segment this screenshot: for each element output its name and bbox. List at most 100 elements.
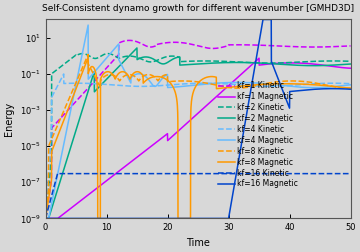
kf=2 Kinetic <box>59 65 63 68</box>
kf=16 Kinetic <box>284 172 288 175</box>
kf=1 Magnetic <box>257 57 261 60</box>
kf=1 Kinetic <box>127 39 132 42</box>
Line: kf=16 Magnetic: kf=16 Magnetic <box>46 19 351 218</box>
kf=1 Kinetic <box>340 45 344 48</box>
kf=2 Kinetic <box>284 61 288 64</box>
X-axis label: Time: Time <box>186 238 210 248</box>
kf=1 Kinetic <box>44 217 48 220</box>
kf=1 Magnetic <box>192 115 196 118</box>
kf=8 Kinetic <box>86 53 90 56</box>
kf=8 Magnetic <box>348 87 353 90</box>
kf=16 Magnetic <box>44 217 48 220</box>
Line: kf=4 Kinetic: kf=4 Kinetic <box>46 74 351 218</box>
kf=2 Magnetic <box>192 63 196 66</box>
kf=2 Magnetic <box>135 46 139 49</box>
kf=1 Magnetic <box>59 214 63 217</box>
kf=2 Kinetic <box>192 59 196 62</box>
kf=2 Magnetic <box>348 62 353 66</box>
kf=8 Magnetic <box>86 56 90 59</box>
kf=16 Magnetic <box>284 97 288 100</box>
kf=4 Magnetic <box>284 84 288 87</box>
kf=16 Kinetic <box>44 217 48 220</box>
kf=8 Kinetic <box>284 80 288 83</box>
Line: kf=2 Magnetic: kf=2 Magnetic <box>46 48 351 218</box>
kf=2 Magnetic <box>44 217 48 220</box>
kf=2 Kinetic <box>80 52 85 55</box>
kf=4 Kinetic <box>348 82 353 85</box>
kf=4 Kinetic <box>44 217 48 220</box>
kf=4 Magnetic <box>59 156 63 159</box>
kf=16 Kinetic <box>348 172 353 175</box>
kf=8 Kinetic <box>192 80 196 83</box>
kf=8 Magnetic <box>44 217 48 220</box>
kf=2 Magnetic <box>59 177 63 180</box>
kf=8 Magnetic <box>192 88 196 91</box>
kf=1 Magnetic <box>184 123 188 126</box>
kf=4 Kinetic <box>184 82 188 85</box>
kf=4 Kinetic <box>340 82 344 85</box>
kf=16 Kinetic <box>339 172 344 175</box>
kf=4 Magnetic <box>44 217 48 220</box>
kf=4 Kinetic <box>62 73 66 76</box>
kf=8 Magnetic <box>284 82 288 85</box>
kf=8 Magnetic <box>184 217 188 220</box>
kf=16 Kinetic <box>55 172 60 175</box>
kf=8 Kinetic <box>340 86 344 89</box>
Line: kf=2 Kinetic: kf=2 Kinetic <box>46 54 351 218</box>
kf=1 Magnetic <box>284 61 288 65</box>
kf=4 Magnetic <box>192 84 196 87</box>
Line: kf=4 Magnetic: kf=4 Magnetic <box>46 25 351 218</box>
kf=16 Magnetic <box>184 217 188 220</box>
kf=8 Kinetic <box>348 86 353 89</box>
kf=16 Magnetic <box>261 18 265 21</box>
kf=16 Kinetic <box>59 172 63 175</box>
kf=2 Magnetic <box>339 63 344 66</box>
kf=16 Kinetic <box>184 172 188 175</box>
kf=16 Kinetic <box>340 172 344 175</box>
kf=1 Magnetic <box>44 217 48 220</box>
kf=8 Kinetic <box>339 86 344 89</box>
kf=4 Magnetic <box>339 84 344 87</box>
kf=1 Kinetic <box>184 42 188 45</box>
kf=4 Kinetic <box>284 84 288 87</box>
Line: kf=1 Magnetic: kf=1 Magnetic <box>46 58 351 218</box>
kf=8 Kinetic <box>184 79 188 82</box>
kf=8 Magnetic <box>340 86 344 89</box>
Legend: kf=1 Kinetic, kf=1 Magnetic, kf=2 Kinetic, kf=2 Magnetic, kf=4 Kinetic, kf=4 Mag: kf=1 Kinetic, kf=1 Magnetic, kf=2 Kineti… <box>217 81 299 189</box>
Line: kf=8 Kinetic: kf=8 Kinetic <box>46 54 351 218</box>
kf=1 Magnetic <box>348 67 353 70</box>
kf=16 Kinetic <box>192 172 196 175</box>
kf=1 Kinetic <box>348 44 353 47</box>
kf=2 Magnetic <box>340 63 344 66</box>
kf=2 Kinetic <box>44 217 48 220</box>
kf=16 Magnetic <box>339 87 344 90</box>
kf=4 Kinetic <box>59 78 63 81</box>
kf=1 Kinetic <box>192 43 196 46</box>
kf=1 Magnetic <box>340 66 344 69</box>
Y-axis label: Energy: Energy <box>4 102 14 136</box>
kf=2 Kinetic <box>339 59 344 62</box>
kf=8 Magnetic <box>59 126 63 129</box>
kf=1 Magnetic <box>339 66 344 69</box>
Title: Self-Consistent dynamo growth for different wavenumber [GMHD3D]: Self-Consistent dynamo growth for differ… <box>42 4 354 13</box>
kf=16 Magnetic <box>192 217 196 220</box>
Line: kf=1 Kinetic: kf=1 Kinetic <box>46 40 351 218</box>
kf=2 Magnetic <box>184 63 188 66</box>
kf=4 Magnetic <box>348 83 353 86</box>
kf=16 Magnetic <box>59 217 63 220</box>
kf=2 Magnetic <box>284 63 288 66</box>
Line: kf=8 Magnetic: kf=8 Magnetic <box>46 58 351 218</box>
kf=2 Kinetic <box>184 60 188 63</box>
kf=16 Magnetic <box>348 88 353 91</box>
kf=4 Magnetic <box>340 84 344 87</box>
kf=8 Kinetic <box>59 116 63 119</box>
Line: kf=16 Kinetic: kf=16 Kinetic <box>46 173 351 218</box>
kf=2 Kinetic <box>340 59 344 62</box>
kf=4 Magnetic <box>86 24 90 27</box>
kf=2 Kinetic <box>348 60 353 63</box>
kf=1 Kinetic <box>59 116 63 119</box>
kf=16 Magnetic <box>340 87 344 90</box>
kf=4 Kinetic <box>339 82 344 85</box>
kf=4 Magnetic <box>184 84 188 87</box>
kf=8 Kinetic <box>44 217 48 220</box>
